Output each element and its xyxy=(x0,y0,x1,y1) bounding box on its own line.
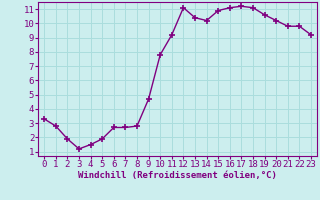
X-axis label: Windchill (Refroidissement éolien,°C): Windchill (Refroidissement éolien,°C) xyxy=(78,171,277,180)
